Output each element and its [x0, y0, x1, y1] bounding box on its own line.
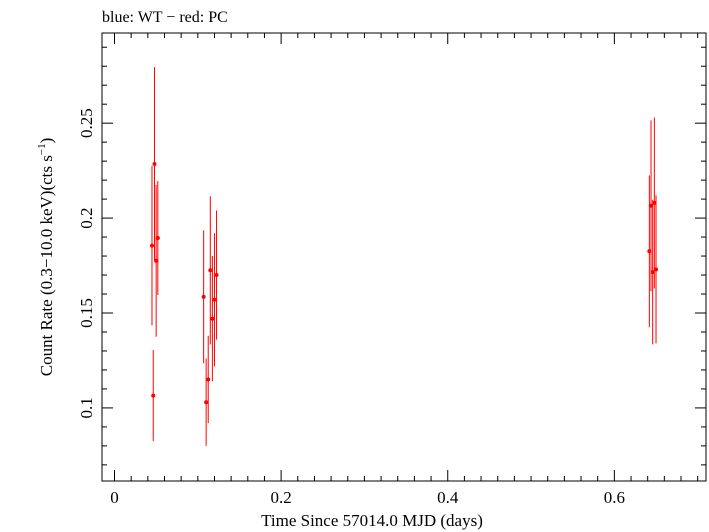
data-point	[649, 120, 654, 292]
data-point	[652, 117, 657, 289]
y-axis-label-close: )	[37, 138, 56, 144]
y-tick-labels: 0.1 0.15 0.2 0.25	[77, 108, 96, 418]
x-tick-label: 0.2	[270, 488, 291, 507]
x-axis-label: Time Since 57014.0 MJD (days)	[261, 511, 483, 530]
x-tick-label: 0.4	[437, 488, 459, 507]
point-marker	[652, 200, 657, 205]
x-tick-labels: 0 0.2 0.4 0.6	[110, 488, 625, 507]
data-point	[654, 195, 659, 344]
data-point	[152, 67, 157, 261]
x-tick-label: 0	[110, 488, 119, 507]
data-point	[151, 350, 156, 442]
data-point	[647, 175, 652, 328]
header-label: blue: WT − red: PC	[102, 9, 228, 26]
point-marker	[155, 236, 160, 241]
plot-frame	[101, 32, 707, 482]
point-marker	[212, 297, 217, 302]
point-marker	[201, 294, 206, 299]
point-marker	[204, 400, 209, 405]
y-axis-label: Count Rate (0.3−10.0 keV)(cts s−1)	[36, 138, 56, 377]
data-point	[650, 200, 655, 345]
data-point	[204, 358, 209, 446]
data-point	[206, 335, 211, 424]
point-marker	[208, 268, 213, 273]
y-axis-label-main: Count Rate (0.3−10.0 keV)(cts s	[37, 155, 56, 376]
data-point	[214, 210, 219, 340]
axis-ticks	[102, 33, 706, 481]
point-marker	[149, 243, 154, 248]
data-point	[154, 184, 159, 337]
data-points	[149, 67, 659, 446]
data-point	[208, 196, 213, 345]
point-marker	[654, 267, 659, 272]
point-marker	[214, 273, 219, 278]
y-tick-label: 0.1	[77, 397, 96, 418]
x-tick-label: 0.6	[604, 488, 625, 507]
point-marker	[650, 270, 655, 275]
point-marker	[210, 316, 215, 321]
y-axis-label-superscript: −1	[36, 143, 48, 155]
point-marker	[154, 258, 159, 263]
data-point	[155, 181, 160, 295]
point-marker	[206, 377, 211, 382]
y-tick-label: 0.2	[77, 207, 96, 228]
data-point	[212, 233, 217, 367]
data-point	[201, 230, 206, 364]
point-marker	[647, 249, 652, 254]
point-marker	[152, 161, 157, 166]
point-marker	[151, 393, 156, 398]
y-tick-label: 0.25	[77, 108, 96, 138]
point-marker	[649, 203, 654, 208]
data-point	[149, 165, 154, 326]
y-tick-label: 0.15	[77, 298, 96, 328]
data-point	[210, 256, 215, 382]
